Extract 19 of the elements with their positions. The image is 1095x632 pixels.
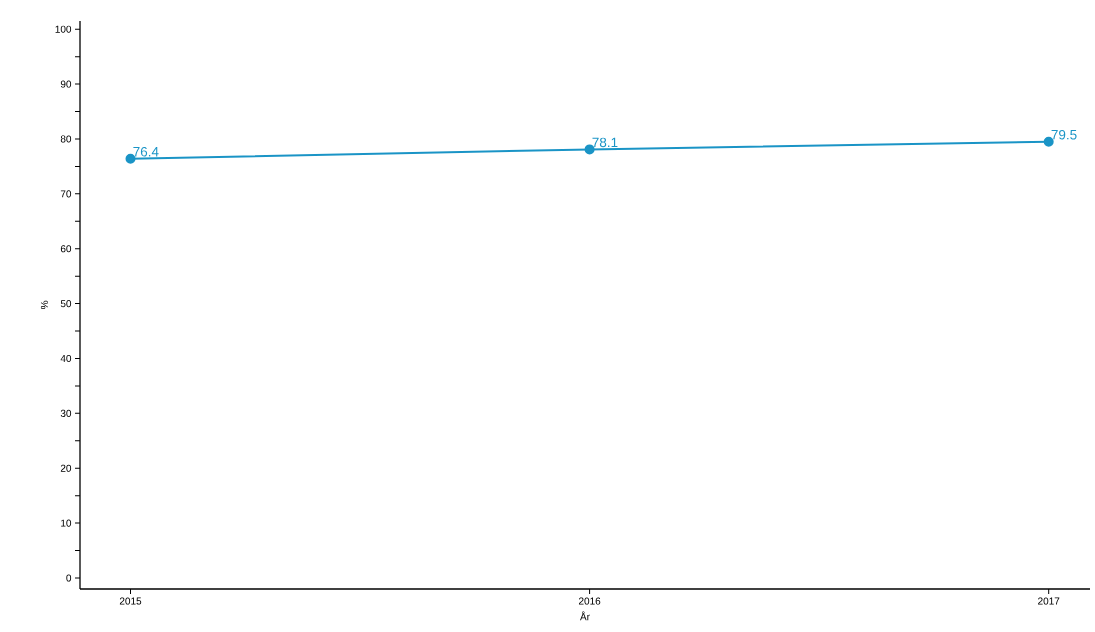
data-label: 79.5 [1051, 129, 1077, 140]
y-tick-label: 40 [60, 354, 72, 363]
x-axis-title: År [580, 611, 590, 621]
x-tick-label: 2017 [1038, 597, 1060, 605]
x-tick-label: 2015 [119, 597, 142, 605]
y-tick-label: 80 [60, 135, 72, 143]
y-tick-label: 60 [60, 245, 72, 253]
data-label: 78.1 [592, 137, 618, 148]
y-tick-label: 10 [61, 519, 72, 527]
y-tick-label: 70 [60, 190, 72, 198]
y-axis-title: % [40, 300, 48, 310]
y-tick-label: 50 [60, 300, 72, 308]
data-label: 76.4 [133, 146, 159, 157]
y-tick-label: 20 [60, 464, 72, 472]
y-tick-label: 0 [66, 574, 72, 582]
y-tick-label: 90 [60, 80, 72, 88]
y-tick-label: 30 [60, 409, 72, 417]
y-tick-label: 100 [55, 25, 72, 33]
x-tick-label: 2016 [578, 597, 601, 605]
